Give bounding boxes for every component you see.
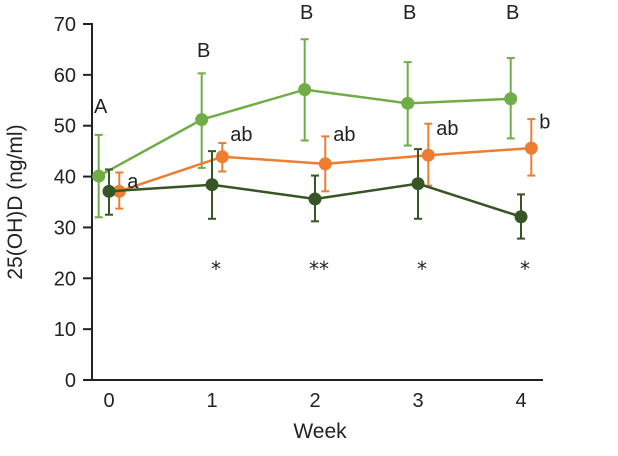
data-point: [411, 177, 425, 191]
data-point: [215, 150, 229, 164]
y-tick-label: 20: [54, 268, 76, 290]
y-tick-label: 0: [65, 370, 76, 392]
x-tick-label: 2: [309, 390, 320, 412]
y-tick-label: 10: [54, 319, 76, 341]
significance-asterisk: **: [309, 257, 329, 281]
significance-letter-upper: A: [94, 96, 108, 118]
y-tick-label: 30: [54, 217, 76, 239]
data-point: [401, 96, 415, 110]
data-point: [195, 113, 209, 127]
y-axis-title: 25(OH)D (ng/ml): [4, 124, 27, 279]
data-point: [92, 169, 106, 183]
significance-letter-upper: B: [403, 2, 416, 24]
significance-letter-upper: B: [197, 40, 210, 62]
significance-asterisk: *: [417, 257, 427, 281]
significance-letter-upper: B: [300, 2, 313, 24]
series-orange: [112, 118, 538, 210]
data-point: [318, 157, 332, 171]
x-tick-label: 1: [206, 390, 217, 412]
data-point: [308, 192, 322, 206]
data-point: [514, 210, 528, 224]
series-layer: [92, 38, 538, 240]
y-tick-label: 40: [54, 167, 76, 189]
data-point: [524, 141, 538, 155]
y-tick-label: 60: [54, 65, 76, 87]
significance-asterisk: *: [520, 257, 530, 281]
data-point: [504, 92, 518, 106]
x-tick-label: 4: [515, 390, 526, 412]
data-point: [205, 178, 219, 192]
significance-letter-lower: a: [127, 171, 139, 193]
significance-letter-lower: ab: [436, 118, 458, 140]
x-axis-title: Week: [293, 420, 347, 443]
significance-letter-upper: B: [506, 2, 519, 24]
significance-asterisk: *: [211, 257, 221, 281]
significance-letter-lower: ab: [333, 124, 355, 146]
axes: 0 10 20 30 40 50 60 70 0 1 2 3 4: [54, 14, 543, 412]
significance-letter-lower: b: [539, 111, 550, 133]
data-point: [298, 83, 312, 97]
y-tick-label: 50: [54, 116, 76, 138]
significance-letter-lower: ab: [230, 124, 252, 146]
x-tick-label: 3: [412, 390, 423, 412]
series-light-green: [92, 38, 518, 219]
y-tick-label: 70: [54, 14, 76, 36]
data-point: [421, 148, 435, 162]
x-tick-label: 0: [103, 390, 114, 412]
data-point: [102, 184, 116, 198]
series-dark-green: [102, 148, 528, 240]
